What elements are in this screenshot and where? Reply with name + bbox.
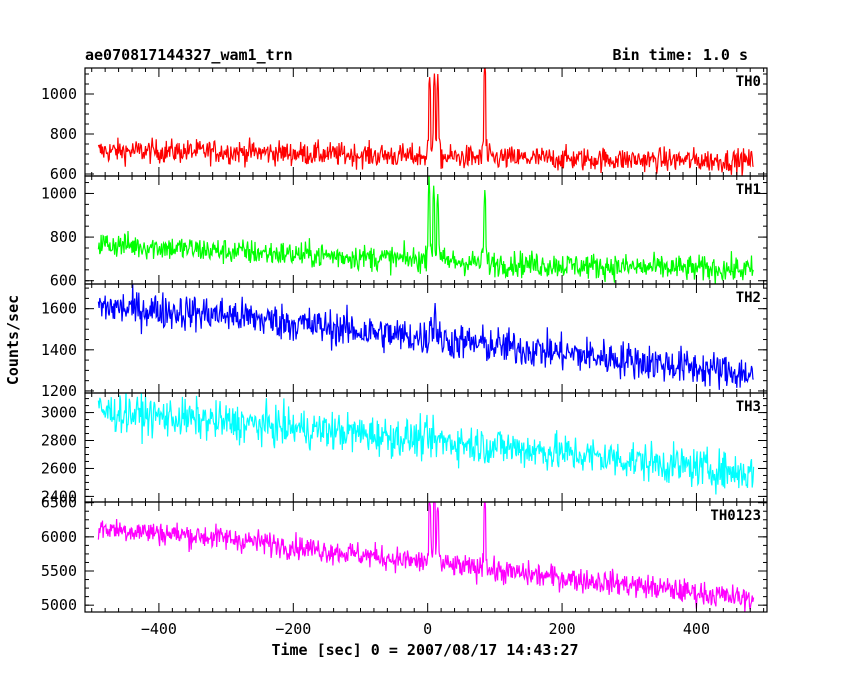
panel-th0123: 5000 5500 6000 6500 TH0123 xyxy=(41,494,768,614)
y-tick-label: 2400 xyxy=(41,487,77,505)
series-th1-line xyxy=(97,176,755,284)
x-tick-label: 200 xyxy=(549,620,576,638)
series-th0-line xyxy=(97,68,754,176)
panel-frame xyxy=(84,392,768,503)
y-tick-label: 1000 xyxy=(41,184,77,202)
y-tick-label: 2800 xyxy=(41,432,77,450)
y-tick-label: 600 xyxy=(50,165,77,183)
y-tick-label: 1200 xyxy=(41,382,77,400)
panel-label-th3: TH3 xyxy=(736,399,761,415)
x-tick-label: 0 xyxy=(423,620,432,638)
y-tick-label: 5500 xyxy=(41,562,77,580)
y-tick-label: 5000 xyxy=(41,596,77,614)
series-th2-line xyxy=(97,284,754,390)
x-tick-label: −400 xyxy=(141,620,177,638)
panel-th0: 600 800 1000 TH0 xyxy=(41,67,768,183)
y-tick-label: 1400 xyxy=(41,341,77,359)
y-tick-label: 3000 xyxy=(41,404,77,422)
chart-title: ae070817144327_wam1_trn xyxy=(85,46,293,64)
bin-time-label: Bin time: 1.0 s xyxy=(613,46,748,64)
series-th3-line xyxy=(97,393,755,495)
panel-label-th0123: TH0123 xyxy=(710,508,761,524)
y-tick-label: 6500 xyxy=(41,494,77,512)
x-tick-label: −200 xyxy=(275,620,311,638)
panel-frame xyxy=(84,501,768,613)
y-tick-label: 1600 xyxy=(41,300,77,318)
panel-th1: 600 800 1000 TH1 xyxy=(41,175,768,290)
y-tick-label: 2600 xyxy=(41,459,77,477)
y-tick-label: 6000 xyxy=(41,528,77,546)
y-tick-label: 1000 xyxy=(41,85,77,103)
x-tick-label: 400 xyxy=(683,620,710,638)
y-tick-label: 800 xyxy=(50,125,77,143)
panels-group: 600 800 1000 TH0 600 800 1000 TH1 1200 1400 1600 TH… xyxy=(41,67,768,638)
y-tick-label: 800 xyxy=(50,228,77,246)
y-tick-label: 600 xyxy=(50,272,77,290)
series-th0123-line xyxy=(97,502,755,612)
panel-th2: 1200 1400 1600 TH2 xyxy=(41,283,768,400)
panel-label-th1: TH1 xyxy=(736,182,761,198)
panel-label-th2: TH2 xyxy=(736,290,761,306)
y-axis-label: Counts/sec xyxy=(4,295,22,385)
panel-label-th0: TH0 xyxy=(736,74,761,90)
x-axis-label: Time [sec] 0 = 2007/08/17 14:43:27 xyxy=(271,641,578,659)
panel-th3: 2400 2600 2800 3000 TH3 xyxy=(41,392,768,505)
